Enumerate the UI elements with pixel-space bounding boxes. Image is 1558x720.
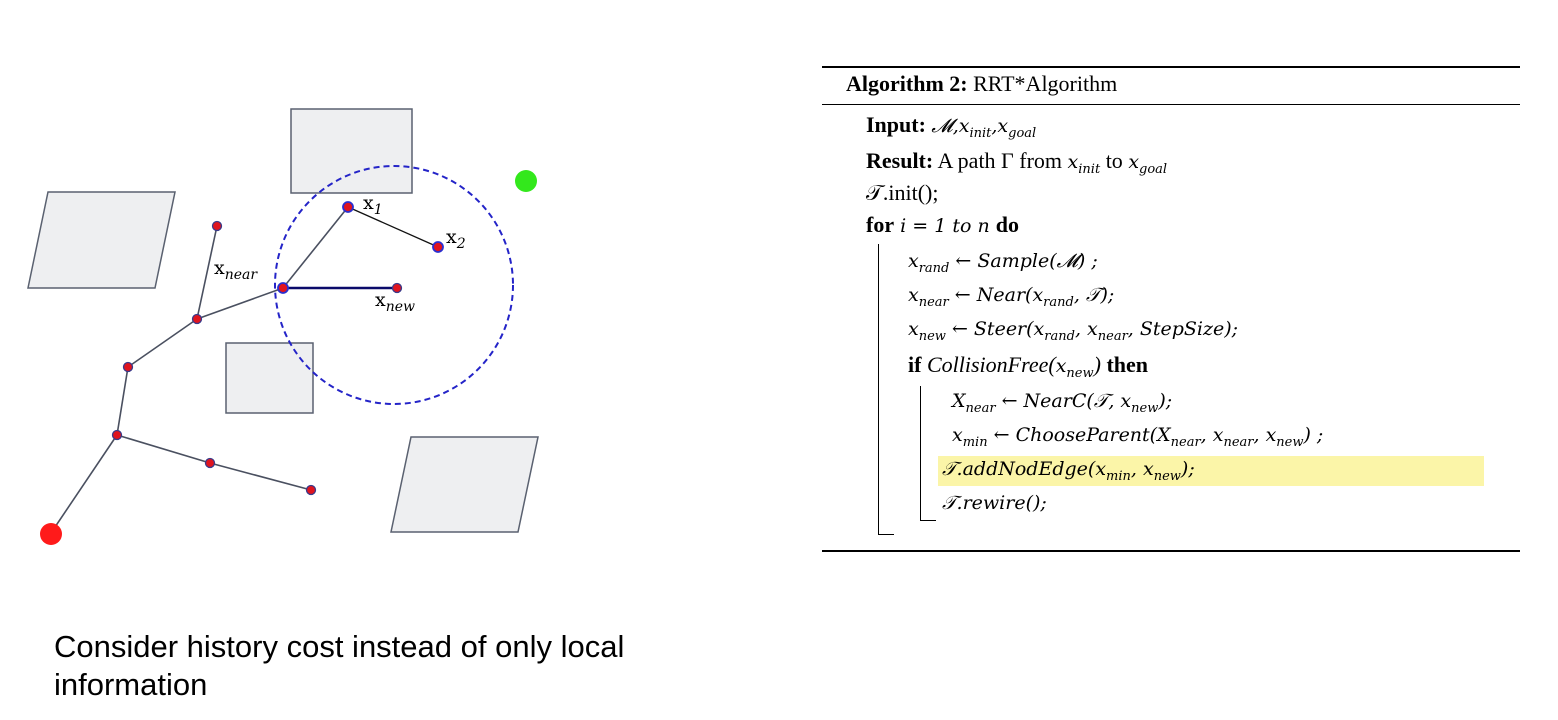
label-xnew: xnew [375,289,415,315]
algorithm-chooseparent-line: xmin ← ChooseParent(Xnear, xnear, xnew) … [952,424,1324,450]
obstacle-square-middle [225,342,314,414]
tree-node [204,457,216,469]
algorithm-init-line: 𝒯.init(); [866,180,939,205]
tree-node [305,484,317,496]
highlighted-line-background [938,456,1484,486]
algorithm-addnodedge-line: 𝒯.addNodEdge(xmin, xnew); [942,458,1195,484]
algorithm-title: Algorithm 2: RRT*Algorithm [846,71,1118,96]
label-x1: x1 [363,192,383,218]
goal-node [515,170,537,192]
node-xnear [277,282,289,294]
algorithm-if-line: if CollisionFree(xnew) then [908,352,1148,381]
tree-nodes [111,201,444,496]
tree-edges [50,206,439,534]
algorithm-rewire-line: 𝒯.rewire(); [942,492,1047,514]
algorithm-box: Algorithm 2: RRT*Algorithm Input: 𝓜,xini… [822,66,1520,552]
near-radius-circle [274,165,514,405]
label-xnear: xnear [214,257,258,283]
tree-node [111,429,123,441]
start-node [40,523,62,545]
algorithm-input: Input: 𝓜,xinit,xgoal [866,112,1037,141]
obstacle-parallelogram-right [390,436,539,533]
tree-node [122,361,134,373]
algorithm-result: Result: A path Γ from xinit to xgoal [866,148,1168,177]
algorithm-nearc-line: Xnear ← NearC(𝒯, xnew); [952,390,1173,416]
node-x1 [342,201,354,213]
obstacle-parallelogram-left [27,191,176,289]
algorithm-steer-line: xnew ← Steer(xrand, xnear, StepSize); [908,318,1239,344]
tree-node [191,313,203,325]
algorithm-sample-line: xrand ← Sample(𝓜) ; [908,250,1098,276]
node-xnew [391,282,403,294]
rrt-star-tree-diagram: x1 x2 xnear xnew [27,108,539,545]
algorithm-for-line: for i = 1 to n do [866,212,1019,237]
caption-text: Consider history cost instead of only lo… [54,629,625,702]
obstacle-square-top [290,108,413,194]
label-x2: x2 [446,226,466,252]
tree-node [211,220,223,232]
node-x2 [432,241,444,253]
algorithm-near-line: xnear ← Near(xrand, 𝒯); [908,284,1115,310]
